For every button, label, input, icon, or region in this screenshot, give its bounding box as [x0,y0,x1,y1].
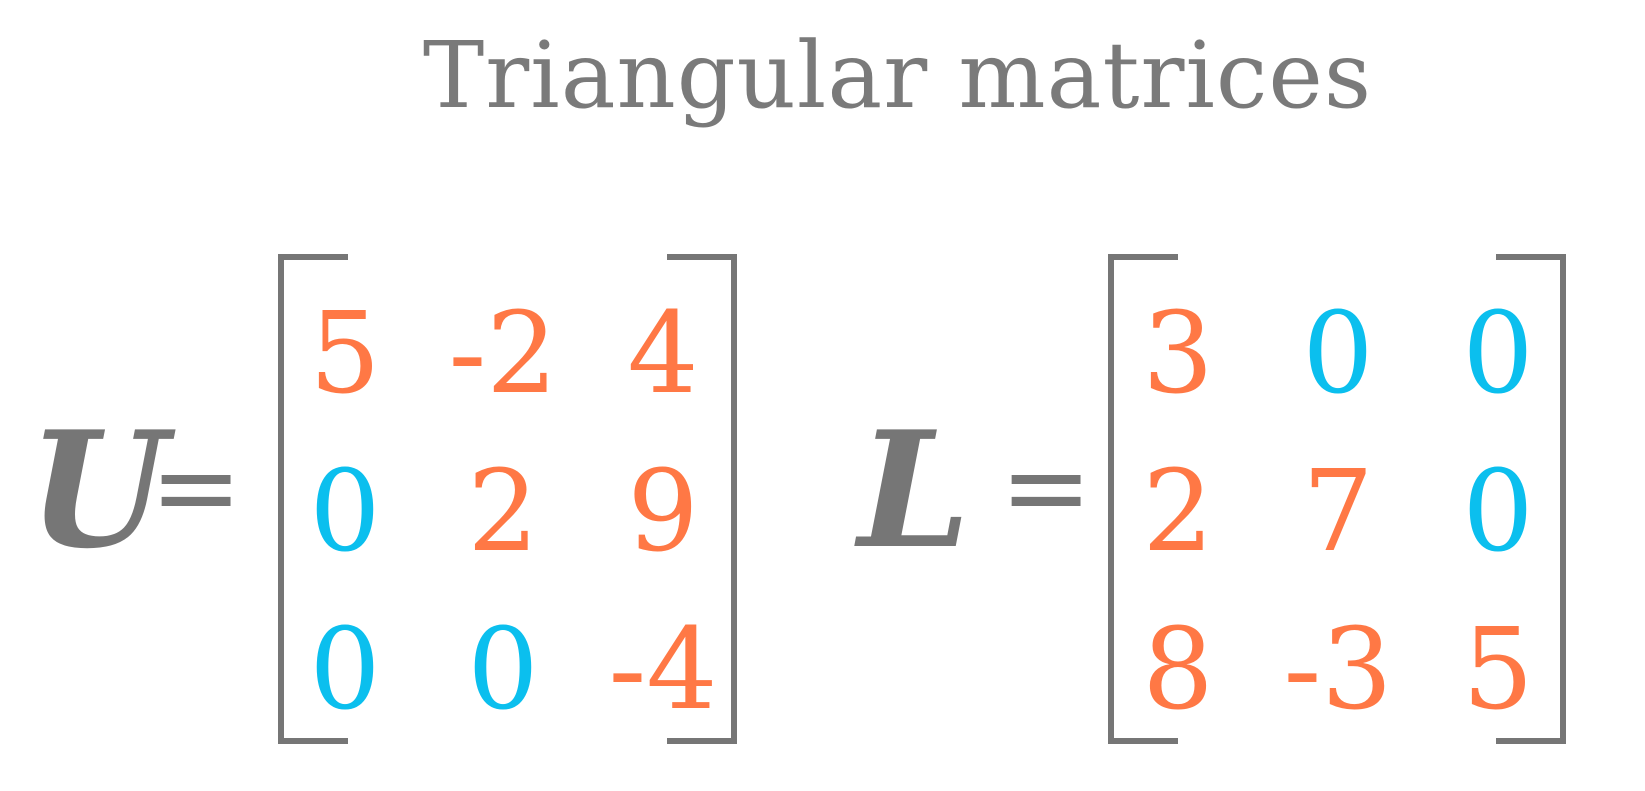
matrix-u-cell-3-1: 0 [309,605,381,735]
matrix-l-cell-1-2: 0 [1302,289,1374,419]
right-bracket-l [1496,254,1566,744]
matrix-u-cell-1-3: 4 [627,289,699,419]
equals-sign-l: = [1000,423,1093,551]
matrix-symbol-l: L [858,396,971,584]
matrix-u-cell-2-3: 9 [627,447,699,577]
matrix-u-cell-2-1: 0 [309,447,381,577]
matrix-u-cell-3-3: -4 [608,605,718,735]
matrix-l-cell-3-2: -3 [1283,605,1393,735]
matrix-u-cell-1-1: 5 [309,289,381,419]
matrix-l-cell-1-1: 3 [1142,289,1214,419]
matrix-l-cell-2-1: 2 [1142,447,1214,577]
matrix-l-cell-2-3: 0 [1462,447,1534,577]
equals-sign-u: = [150,423,243,551]
page-title: Triangular matrices [422,22,1373,129]
matrix-u-cell-3-2: 0 [467,605,539,735]
matrix-u-cell-2-2: 2 [467,447,539,577]
matrix-u-cell-1-2: -2 [448,289,558,419]
matrix-l-cell-3-3: 5 [1462,605,1534,735]
matrix-l-cell-1-3: 0 [1462,289,1534,419]
left-bracket-u [278,254,348,744]
matrix-symbol-u: U [28,396,168,584]
right-bracket-u [667,254,737,744]
matrix-l-cell-3-1: 8 [1142,605,1214,735]
matrix-l-cell-2-2: 7 [1302,447,1374,577]
left-bracket-l [1108,254,1178,744]
